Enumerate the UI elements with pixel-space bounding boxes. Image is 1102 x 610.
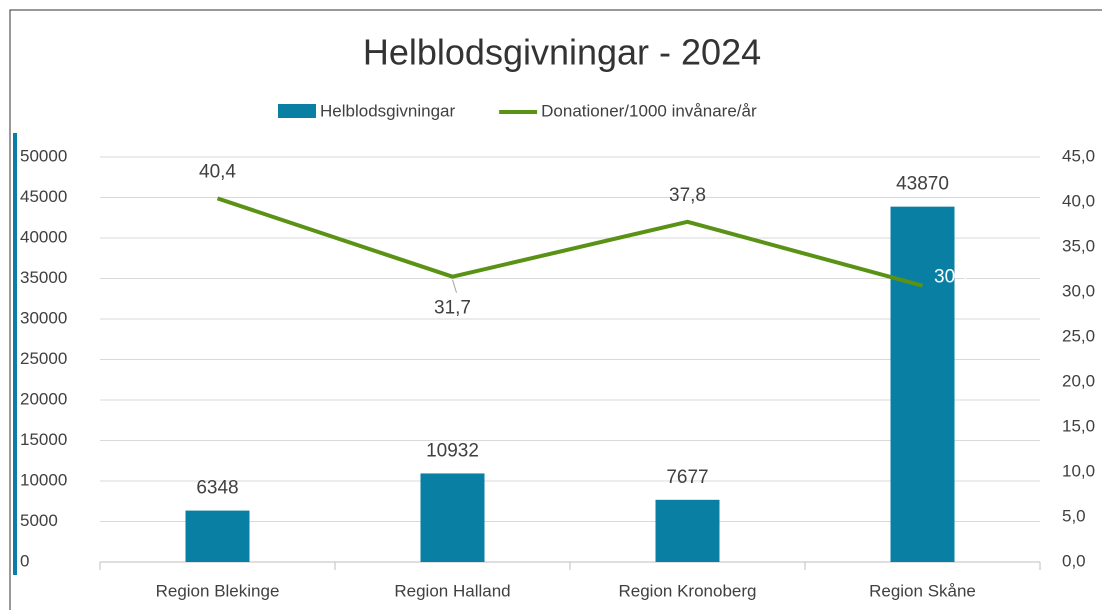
x-tick-label: Region Halland [394, 581, 510, 600]
data-label: 43870 [896, 174, 949, 195]
y-tick-label: 30000 [20, 308, 67, 327]
bar [890, 206, 955, 562]
data-label: 7677 [666, 467, 708, 488]
y-tick-label: 25000 [20, 349, 67, 368]
y-tick-label: 20000 [20, 389, 67, 408]
data-label: 40,4 [199, 161, 236, 182]
legend-label: Helblodsgivningar [320, 101, 455, 120]
y-tick-label: 15000 [20, 430, 67, 449]
bar [655, 499, 720, 562]
x-tick-label: Region Skåne [869, 581, 976, 600]
data-label: 6348 [196, 478, 238, 499]
data-label: 37,8 [669, 185, 706, 206]
data-label: 10932 [426, 440, 479, 461]
y-tick-label: 35000 [20, 268, 67, 287]
accent-bar [13, 133, 17, 575]
line [216, 196, 924, 288]
y2-tick-label: 45,0 [1062, 146, 1095, 165]
y2-tick-label: 15,0 [1062, 416, 1095, 435]
y2-tick-label: 5,0 [1062, 506, 1086, 525]
x-tick-label: Region Blekinge [156, 581, 280, 600]
y2-tick-label: 20,0 [1062, 371, 1095, 390]
y-tick-label: 0 [20, 551, 29, 570]
x-tick-label: Region Kronoberg [619, 581, 757, 600]
y-tick-label: 10000 [20, 470, 67, 489]
bar [420, 473, 485, 562]
bar [185, 510, 250, 562]
data-label: 30,7 [934, 267, 971, 288]
y2-tick-label: 25,0 [1062, 326, 1095, 345]
y-tick-label: 45000 [20, 187, 67, 206]
y2-tick-label: 30,0 [1062, 281, 1095, 300]
y2-tick-label: 0,0 [1062, 551, 1086, 570]
chart-title: Helblodsgivningar - 2024 [363, 32, 761, 73]
legend-swatch [278, 104, 316, 118]
y2-tick-label: 35,0 [1062, 236, 1095, 255]
y2-tick-label: 40,0 [1062, 191, 1095, 210]
y-tick-label: 50000 [20, 146, 67, 165]
data-label: 31,7 [434, 298, 471, 319]
y-tick-label: 5000 [20, 511, 58, 530]
y-tick-label: 40000 [20, 227, 67, 246]
y2-tick-label: 10,0 [1062, 461, 1095, 480]
leader-line [452, 279, 457, 293]
legend-label: Donationer/1000 invånare/år [541, 101, 757, 120]
